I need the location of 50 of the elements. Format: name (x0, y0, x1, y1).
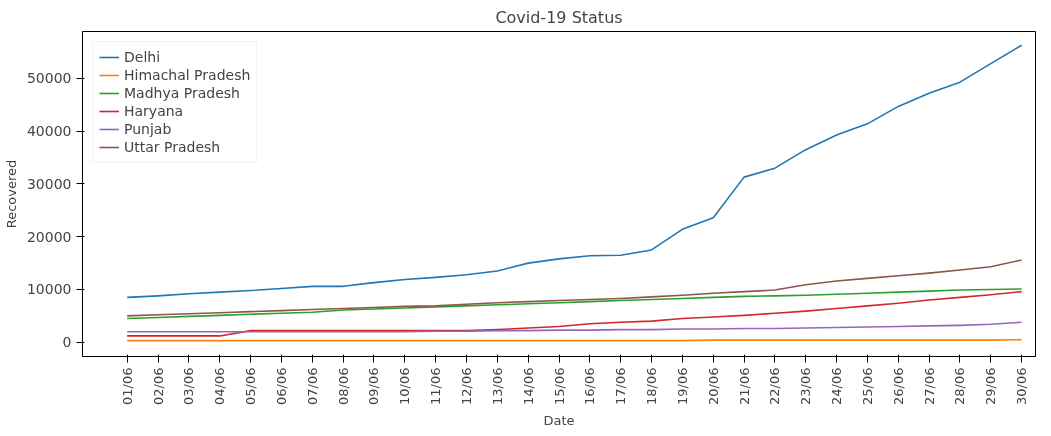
x-tick-label: 18/06 (644, 367, 660, 405)
chart-title: Covid-19 Status (495, 7, 623, 27)
line-series (126, 321, 1023, 333)
x-tick-label: 11/06 (428, 367, 444, 405)
x-tick-label: 13/06 (489, 367, 505, 405)
x-tick-label: 21/06 (736, 367, 752, 405)
x-tick-label: 27/06 (921, 367, 937, 405)
legend-label: Punjab (124, 120, 172, 138)
x-tick-label: 10/06 (397, 367, 413, 405)
x-tick-label: 30/06 (1014, 367, 1030, 405)
line-series (126, 288, 1023, 320)
y-tick-label: 20000 (26, 228, 72, 245)
x-tick-label: 19/06 (674, 367, 690, 405)
x-tick-label: 07/06 (304, 367, 320, 405)
line-series (126, 290, 1023, 337)
x-tick-label: 01/06 (119, 367, 135, 405)
x-tick-label: 02/06 (150, 367, 166, 405)
x-tick-label: 16/06 (582, 367, 598, 405)
legend-label: Madhya Pradesh (124, 84, 240, 102)
y-tick-label: 30000 (26, 175, 72, 192)
y-tick-label: 50000 (26, 70, 72, 87)
legend-label: Himachal Pradesh (124, 66, 251, 84)
x-tick-label: 25/06 (859, 367, 875, 405)
x-tick-label: 09/06 (366, 367, 382, 405)
x-tick-label: 15/06 (551, 367, 567, 405)
y-tick-label: 40000 (26, 123, 72, 140)
y-tick-label: 0 (62, 334, 72, 351)
line-series (126, 259, 1023, 317)
x-tick-label: 20/06 (705, 367, 721, 405)
x-tick-label: 12/06 (458, 367, 474, 405)
x-tick-label: 06/06 (273, 367, 289, 405)
x-tick-label: 28/06 (952, 367, 968, 405)
x-axis-title: Date (543, 412, 575, 428)
x-tick-label: 05/06 (243, 367, 259, 405)
x-tick-label: 17/06 (613, 367, 629, 405)
x-tick-label: 03/06 (181, 367, 197, 405)
line-series (126, 44, 1023, 299)
x-tick-label: 23/06 (798, 367, 814, 405)
x-tick-label: 14/06 (520, 367, 536, 405)
legend-label: Uttar Pradesh (124, 138, 221, 156)
y-axis-title: Recovered (3, 159, 19, 229)
x-tick-label: 22/06 (767, 367, 783, 405)
x-tick-label: 08/06 (335, 367, 351, 405)
legend-label: Haryana (124, 102, 184, 120)
x-tick-label: 26/06 (890, 367, 906, 405)
x-tick-label: 29/06 (983, 367, 999, 405)
x-tick-label: 04/06 (212, 367, 228, 405)
legend-label: Delhi (124, 48, 161, 66)
x-tick-label: 24/06 (829, 367, 845, 405)
y-tick-label: 10000 (26, 281, 72, 298)
